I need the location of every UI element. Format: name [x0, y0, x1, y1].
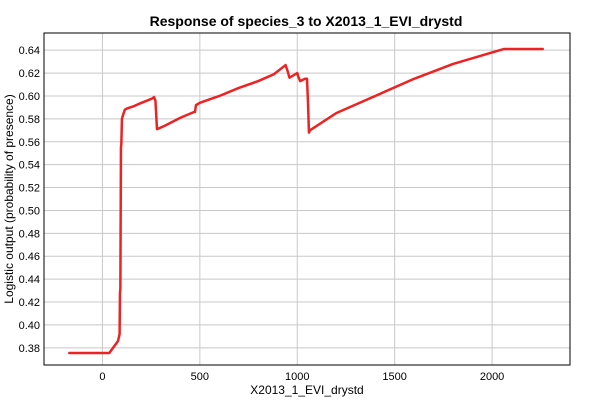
- y-tick-label: 0.48: [19, 228, 40, 240]
- y-tick-label: 0.60: [19, 91, 40, 103]
- y-tick-label: 0.62: [19, 68, 40, 80]
- x-tick-label: 1500: [382, 371, 406, 383]
- y-tick-label: 0.52: [19, 183, 40, 195]
- y-tick-label: 0.46: [19, 251, 40, 263]
- x-axis-label: X2013_1_EVI_drystd: [250, 383, 363, 397]
- y-tick-label: 0.50: [19, 205, 40, 217]
- x-tick-label: 1000: [285, 371, 309, 383]
- y-tick-label: 0.42: [19, 297, 40, 309]
- y-tick-label: 0.54: [19, 160, 40, 172]
- y-tick-label: 0.44: [19, 274, 40, 286]
- y-axis-label: Logistic output (probability of presence…: [2, 94, 16, 303]
- response-line: [68, 47, 544, 355]
- tick-labels: 0 500 1000 1500 2000 0.38 0.40 0.42 0.44 0.46 0.48…: [19, 45, 505, 383]
- x-tick-label: 0: [99, 371, 105, 383]
- y-tick-label: 0.56: [19, 137, 40, 149]
- x-tick-label: 500: [191, 371, 209, 383]
- y-tick-label: 0.58: [19, 114, 40, 126]
- chart-title: Response of species_3 to X2013_1_EVI_dry…: [150, 13, 463, 29]
- series-layer: [68, 47, 544, 355]
- plot-frame: [43, 32, 571, 366]
- y-tick-label: 0.38: [19, 343, 40, 355]
- y-tick-label: 0.40: [19, 320, 40, 332]
- x-tick-label: 2000: [480, 371, 504, 383]
- y-tick-label: 0.64: [19, 45, 40, 57]
